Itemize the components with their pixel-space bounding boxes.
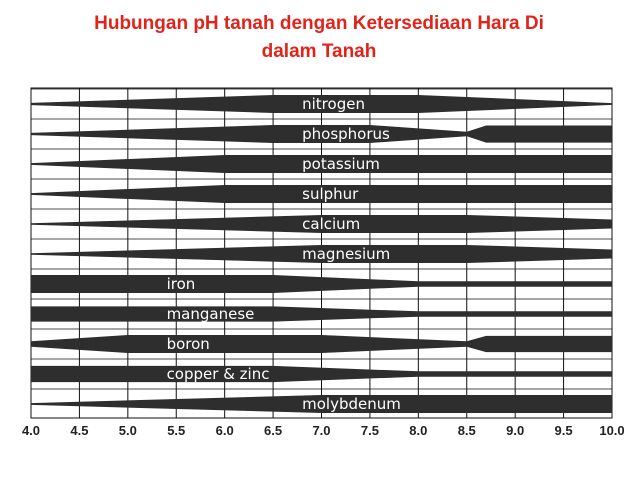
band-label: sulphur <box>302 185 359 203</box>
x-tick-label: 6.5 <box>264 423 282 438</box>
x-axis-ticks: 4.0 4.5 5.0 5.5 6.0 6.5 7.0 7.5 8.0 8.5 9.0 9.5 10.0 <box>22 423 625 438</box>
band-phosphorus <box>31 125 612 143</box>
band-label: calcium <box>302 215 360 233</box>
band-label: potassium <box>302 155 380 173</box>
band-manganese <box>31 306 612 322</box>
band-boron <box>31 335 612 353</box>
band-label: iron <box>167 275 196 293</box>
nutrient-bands <box>31 95 612 413</box>
x-tick-label: 9.5 <box>555 423 573 438</box>
x-tick-label: 5.5 <box>167 423 185 438</box>
band-calcium <box>31 215 612 233</box>
band-iron <box>31 275 612 293</box>
x-tick-label: 9.0 <box>506 423 524 438</box>
band-copper-zinc <box>31 365 612 383</box>
x-tick-label: 7.5 <box>361 423 379 438</box>
x-tick-label: 8.0 <box>409 423 427 438</box>
chart-title-line1: Hubungan pH tanah dengan Ketersediaan Ha… <box>94 13 544 34</box>
x-tick-label: 10.0 <box>599 423 624 438</box>
x-tick-label: 6.0 <box>216 423 234 438</box>
x-tick-label: 4.5 <box>70 423 88 438</box>
nutrient-labels: nitrogen phosphorus potassium sulphur calciu… <box>167 95 401 413</box>
x-tick-label: 5.0 <box>119 423 137 438</box>
band-nitrogen <box>31 95 612 113</box>
band-label: manganese <box>167 305 255 323</box>
band-label: phosphorus <box>302 125 390 143</box>
x-tick-label: 8.5 <box>458 423 476 438</box>
band-label: copper & zinc <box>167 365 270 383</box>
x-tick-label: 7.0 <box>312 423 330 438</box>
band-label: boron <box>167 335 210 353</box>
band-label: molybdenum <box>302 395 401 413</box>
band-sulphur <box>31 185 612 203</box>
band-magnesium <box>31 245 612 263</box>
band-molybdenum <box>31 395 612 413</box>
band-potassium <box>31 155 612 173</box>
chart-title: Hubungan pH tanah dengan Ketersediaan Ha… <box>0 10 638 66</box>
band-label: nitrogen <box>302 95 365 113</box>
band-label: magnesium <box>302 245 390 263</box>
x-tick-label: 4.0 <box>22 423 40 438</box>
chart-title-line2: dalam Tanah <box>261 41 377 62</box>
